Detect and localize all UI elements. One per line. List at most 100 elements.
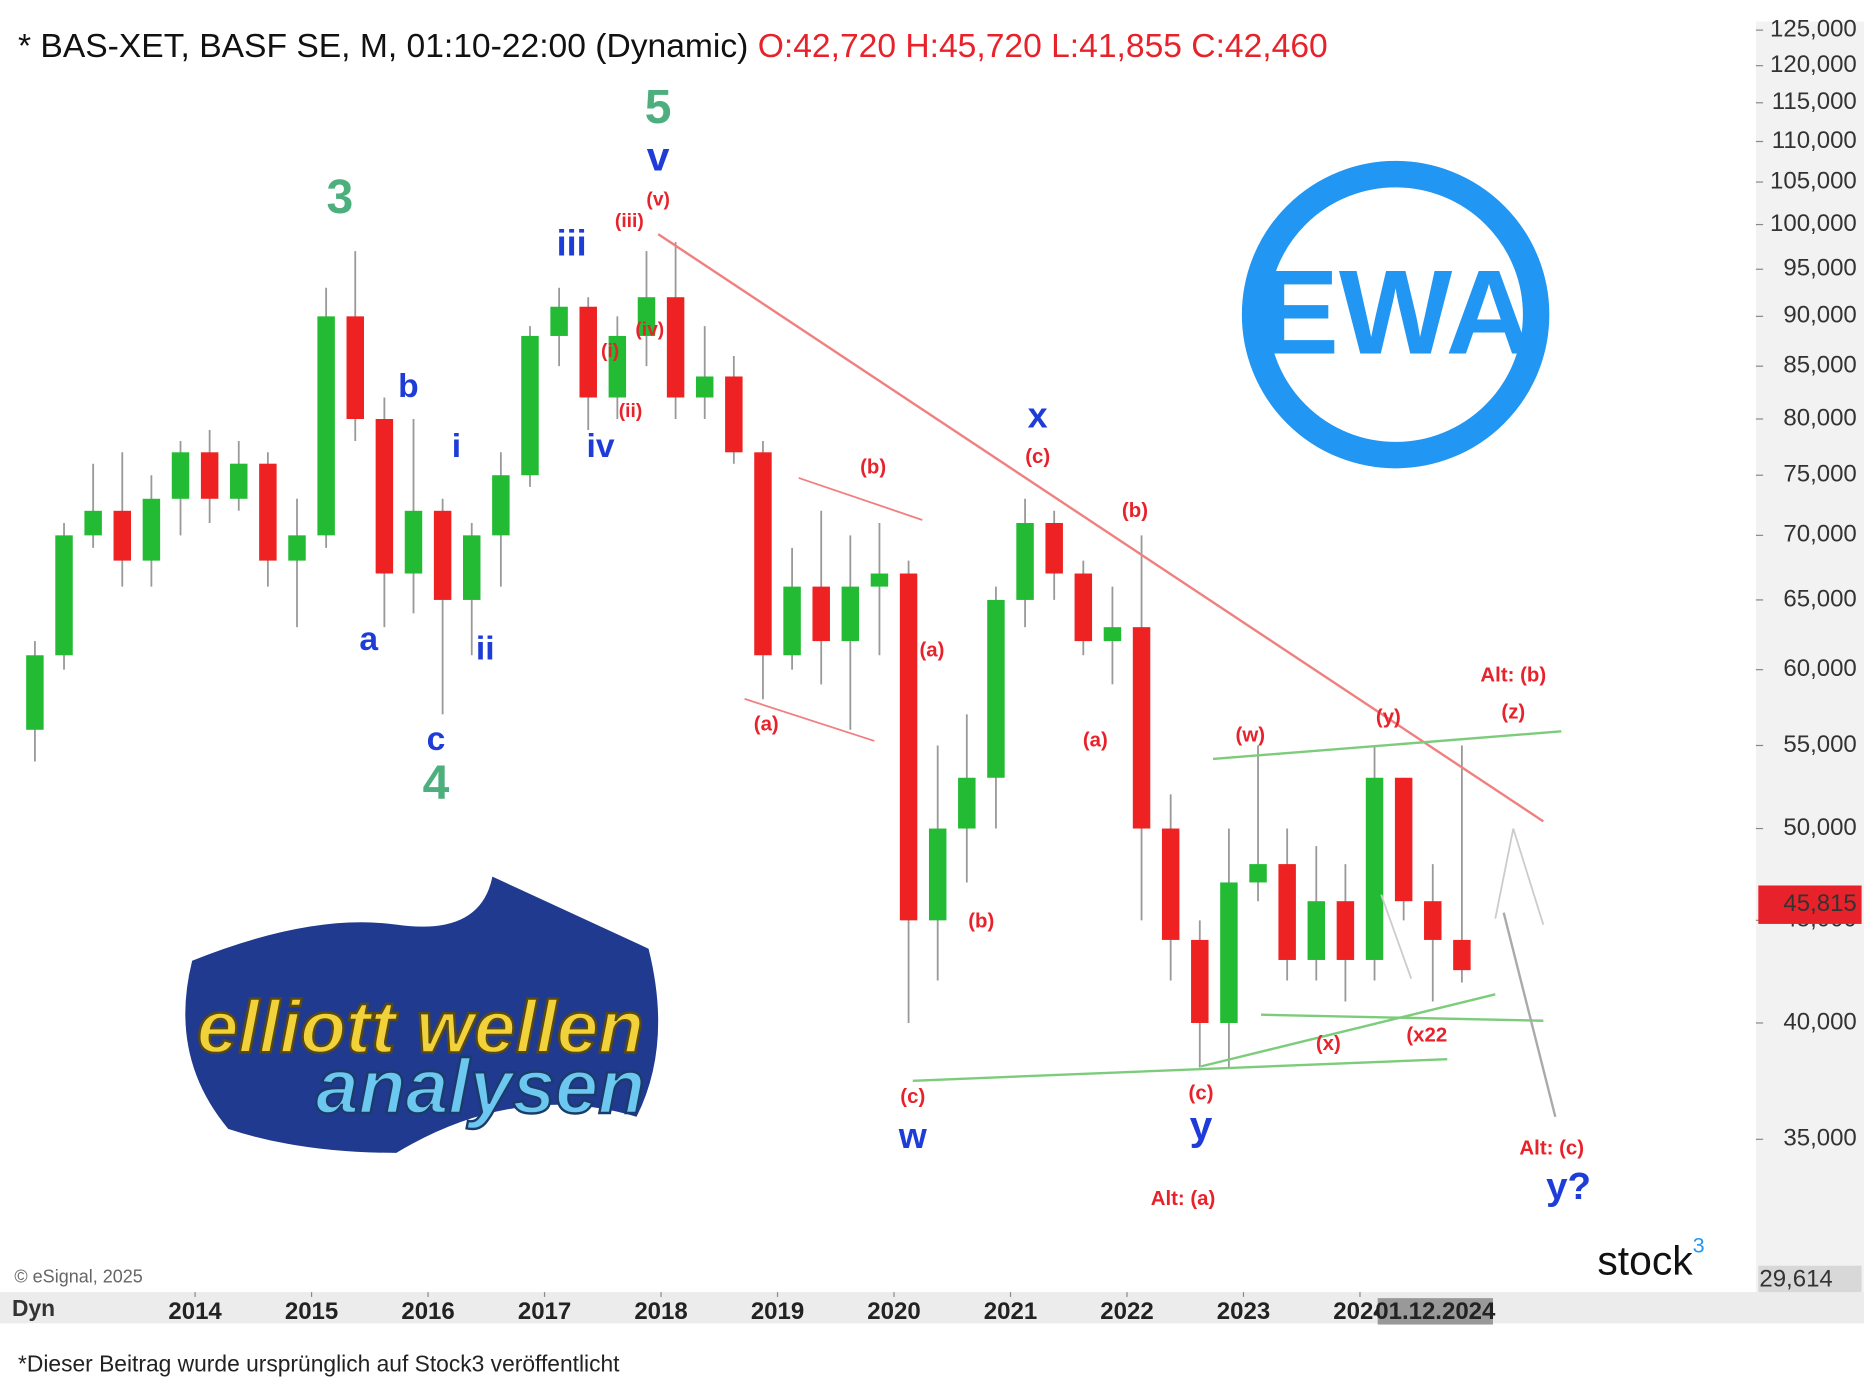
wave-label: c	[427, 721, 446, 758]
wave-label: y?	[1546, 1165, 1591, 1208]
x-tick-label: 2014	[168, 1298, 222, 1325]
candle-body	[463, 535, 481, 600]
y-tick-label: 100,000	[1770, 210, 1857, 237]
wave-label: (b)	[1122, 500, 1148, 522]
candle-body	[637, 297, 656, 336]
triangle-line	[1261, 1013, 1544, 1022]
candle-body	[113, 510, 132, 561]
y-tick-label: 60,000	[1783, 655, 1856, 682]
y-tick-label: 40,000	[1783, 1008, 1856, 1035]
wave-label: a	[359, 621, 378, 658]
candle-body	[1016, 522, 1034, 600]
x-tick-label: 2017	[518, 1298, 571, 1325]
y-tick-label: 35,000	[1783, 1125, 1856, 1152]
logo-text: EWA	[1259, 246, 1533, 380]
channel-line	[798, 477, 923, 521]
candle-body	[1161, 828, 1180, 940]
wave-label: iii	[557, 223, 587, 264]
y-tick-label: 65,000	[1783, 585, 1856, 612]
wave-label: iv	[586, 428, 614, 465]
x-tick-label: 2020	[867, 1298, 920, 1325]
time-axis-panel	[0, 1292, 1864, 1324]
chart-title: * BAS-XET, BASF SE, M, 01:10-22:00 (Dyna…	[18, 28, 1328, 65]
candle-body	[1278, 864, 1296, 960]
candle-body	[142, 498, 161, 561]
y-tick-label: 95,000	[1783, 255, 1856, 282]
wave-label: (b)	[860, 457, 886, 479]
candle-body	[492, 475, 510, 536]
wave-label: ii	[476, 631, 495, 668]
candle-body	[288, 535, 306, 561]
candle-body	[26, 655, 44, 730]
candle-body	[1365, 777, 1384, 960]
candle-body	[1220, 882, 1238, 1023]
candle-body	[928, 828, 947, 921]
wave-label: (v)	[646, 190, 669, 211]
y-min-label: 29,614	[1759, 1265, 1832, 1292]
wave-label: 4	[423, 757, 450, 810]
wave-label: (a)	[920, 639, 945, 661]
y-min-box	[1758, 1265, 1862, 1293]
candle-body	[1103, 627, 1122, 642]
wave-label: (c)	[900, 1086, 925, 1108]
triangle-line	[1200, 993, 1496, 1068]
cursor-date: 01.12.2024	[1375, 1298, 1496, 1325]
axis-mode: Dyn	[12, 1295, 55, 1321]
footer: *Dieser Beitrag wurde ursprünglich auf S…	[18, 1350, 620, 1376]
logo-line: elliott wellen	[197, 985, 644, 1068]
candle-body	[695, 376, 714, 398]
candle-body	[666, 297, 685, 398]
cursor-box	[1377, 1298, 1493, 1325]
candle-body	[230, 463, 248, 499]
price-axis-panel	[1755, 21, 1864, 1293]
candle-body	[55, 535, 73, 656]
x-tick-label: 2016	[401, 1298, 454, 1325]
brand: stock3	[1597, 1232, 1704, 1283]
y-tick-label: 90,000	[1783, 302, 1856, 329]
candle-body	[783, 586, 801, 656]
candle-body	[754, 452, 772, 656]
flag	[185, 876, 659, 1153]
candle-body	[550, 306, 568, 336]
candle-body	[200, 452, 219, 499]
wave-label: (z)	[1501, 702, 1525, 724]
wave-label: (iii)	[615, 211, 644, 232]
ewa-logo: EWA	[1241, 160, 1550, 469]
candle-body	[812, 586, 830, 642]
wave-label: (x22	[1406, 1025, 1447, 1047]
candle-body	[870, 573, 889, 587]
candle-body	[899, 573, 918, 921]
logo-line: analysen	[316, 1044, 645, 1130]
candle-body	[579, 306, 597, 398]
candle-body	[84, 510, 102, 536]
projection	[1502, 912, 1557, 1118]
candle-body	[1191, 939, 1209, 1023]
wave-label: Alt: (b)	[1480, 664, 1546, 686]
wave-label: v	[647, 133, 670, 179]
channel-line	[744, 698, 875, 742]
wave-label: Alt: (c)	[1519, 1138, 1584, 1160]
candle-body	[521, 335, 539, 476]
y-tick-label: 80,000	[1783, 404, 1856, 431]
title: * BAS-XET, BASF SE, M, 01:10-22:00 (Dyna…	[18, 28, 748, 65]
projection	[1380, 894, 1413, 980]
candle-body	[433, 510, 452, 600]
candle-body	[1045, 522, 1063, 574]
wave-label: (a)	[1083, 729, 1108, 751]
candle-body	[1336, 901, 1355, 960]
y-tick-label: 125,000	[1770, 15, 1857, 42]
logo-ring	[1241, 160, 1550, 469]
drawings	[657, 233, 1562, 1118]
y-tick-label: 75,000	[1783, 461, 1856, 488]
wave-label: b	[398, 368, 419, 405]
wave-label: (w)	[1236, 725, 1265, 747]
wave-label: (i)	[601, 341, 619, 362]
wave-label: w	[898, 1115, 928, 1156]
candle-body	[317, 316, 335, 536]
wave-label: (iv)	[635, 319, 664, 340]
candle-body	[404, 510, 423, 574]
candle-body	[608, 335, 627, 398]
wave-label: (y)	[1376, 707, 1401, 729]
wave-label: (c)	[1025, 446, 1050, 468]
